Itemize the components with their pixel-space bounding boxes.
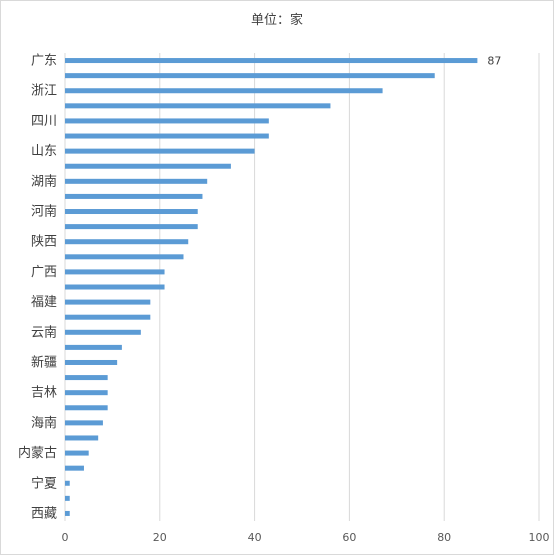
bar [65,224,198,230]
bar [65,148,255,154]
category-label: 山东 [31,144,57,159]
bar [65,58,478,64]
bar [65,480,70,486]
bar [65,465,84,471]
category-label: 吉林 [31,386,57,401]
bar [65,420,103,426]
bar [65,435,99,441]
bar [65,284,165,290]
bar [65,269,165,275]
x-tick-label: 100 [529,531,550,544]
bar [65,450,89,456]
category-label: 新疆 [31,354,57,370]
category-label: 湖南 [31,173,57,189]
bar [65,88,383,94]
bar [65,359,118,365]
data-label: 87 [487,55,501,68]
category-label: 云南 [31,324,57,340]
bar [65,254,184,260]
category-label: 广东 [31,54,57,69]
bar [65,375,108,381]
category-label: 河南 [31,204,57,220]
category-label: 广西 [31,265,57,280]
bar [65,73,435,79]
bar [65,329,141,335]
category-label: 宁夏 [31,475,57,491]
category-label: 浙江 [31,84,57,99]
bar [65,510,70,516]
category-label: 陕西 [31,235,57,250]
category-label: 福建 [31,295,57,310]
category-label: 海南 [31,415,57,431]
x-tick-label: 40 [248,531,262,544]
bar [65,405,108,411]
bar [65,495,70,501]
x-tick-label: 60 [342,531,356,544]
category-label: 内蒙古 [18,445,57,461]
bar [65,344,122,350]
bar [65,299,151,305]
bar [65,133,269,139]
bar [65,118,269,124]
chart-title: 单位：家 [250,13,303,28]
bar [65,163,231,169]
bar [65,390,108,396]
bar [65,209,198,215]
bar [65,193,203,199]
x-tick-label: 20 [153,531,167,544]
x-tick-label: 80 [437,531,451,544]
category-label: 西藏 [31,506,57,521]
bar [65,314,151,320]
category-label: 四川 [31,114,57,129]
bar [65,239,189,245]
x-tick-label: 0 [62,531,69,544]
bar [65,103,331,109]
bar [65,178,208,184]
